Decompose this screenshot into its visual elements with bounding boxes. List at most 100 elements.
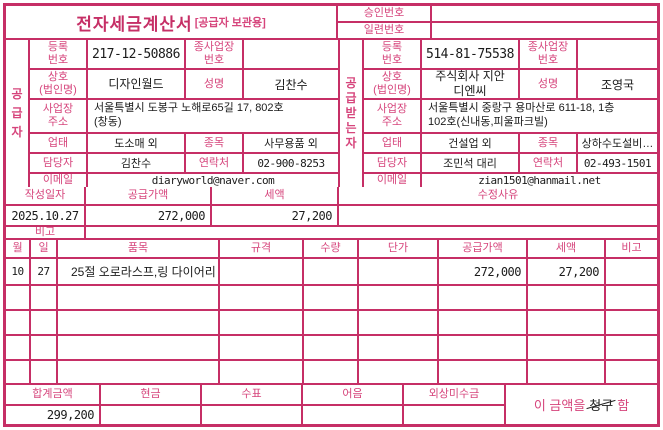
approval-number-label: 승인번호 [338,6,430,21]
buyer-manager-label: 담당자 [364,154,420,172]
item-row-qty [304,259,357,284]
item-row-day [31,336,56,359]
item-row-spec [220,311,302,334]
supplier-address-label: 사업장 주소 [30,100,86,132]
col-header-tax: 세액 [528,240,604,257]
col-header-note: 비고 [606,240,657,257]
supplier-company-value: 디자인월드 [88,70,184,98]
date-value: 2025.10.27 [6,206,84,225]
supplier-company-label: 상호 (법인명) [30,70,86,98]
promissory-note-value [303,406,402,424]
supplier-manager-value: 김찬수 [88,154,184,172]
item-row-unit-price [359,361,437,383]
invoice-frame: 전자세금계산서 [공급자 보관용] 승인번호 일련번호 공 급 자 등록 번호 … [3,3,660,427]
page-title: 전자세금계산서 [공급자 보관용] [6,6,336,38]
item-row-spec [220,361,302,383]
cash-label: 현금 [101,385,200,404]
buyer-ceo-label: 성명 [520,70,576,98]
item-row-supply [439,286,526,309]
supplier-phone-label: 연락처 [186,154,242,172]
remarks-label: 비고 [6,227,84,238]
supplier-biztype-value: 도소매 외 [88,134,184,152]
item-row-supply [439,361,526,383]
item-row-note [606,311,657,334]
claim-statement: 이 금액을 청구 함 [506,385,657,424]
supplier-email-label: 이메일 [30,174,86,187]
cash-value [101,406,200,424]
item-row-note [606,259,657,284]
buyer-phone-value: 02-493-1501 [578,154,657,172]
buyer-block: 공 급 받 는 자 등록 번호 514-81-75538 종사업장 번호 상호 … [340,40,657,187]
buyer-ceo-value: 조영국 [578,70,657,98]
supplier-bizitem-label: 종목 [186,134,242,152]
supply-amount-value: 272,000 [86,206,210,225]
buyer-biztype-label: 업태 [364,134,420,152]
buyer-phone-label: 연락처 [520,154,576,172]
promissory-note-label: 어음 [303,385,402,404]
buyer-regno-value: 514-81-75538 [422,40,518,68]
item-row-note [606,361,657,383]
item-row-name: 25절 오로라스프,링 다이어리 [58,259,218,284]
item-row-spec [220,259,302,284]
buyer-manager-value: 조민석 대리 [422,154,518,172]
item-row-name [58,336,218,359]
buyer-address-value: 서울특별시 중랑구 용마산로 611-18, 1층 102호(신내동,피울파크빌… [422,100,657,132]
approval-number-value [432,6,657,21]
buyer-email-label: 이메일 [364,174,420,187]
item-row-tax [528,286,604,309]
buyer-bizitem-value: 상하수도설비… [578,134,657,152]
col-header-unit-price: 단가 [359,240,437,257]
claim-prefix: 이 금액을 [533,398,586,413]
item-row-tax [528,311,604,334]
item-row-unit-price [359,336,437,359]
buyer-address-label: 사업장 주소 [364,100,420,132]
item-row-supply [439,311,526,334]
buyer-subbiz-label: 종사업장 번호 [520,40,576,68]
supplier-subbiz-value [244,40,338,68]
item-row-note [606,286,657,309]
buyer-regno-label: 등록 번호 [364,40,420,68]
supplier-regno-value: 217-12-50886 [88,40,184,68]
tax-amount-value: 27,200 [212,206,337,225]
col-header-month: 월 [6,240,29,257]
supplier-bizitem-value: 사무용품 외 [244,134,338,152]
col-header-supply: 공급가액 [439,240,526,257]
supplier-address-value: 서울특별시 도봉구 노해로65길 17, 802호 (창동) [88,100,338,132]
item-row-note [606,336,657,359]
serial-number-label: 일련번호 [338,23,430,38]
item-row-day [31,361,56,383]
supplier-subbiz-label: 종사업장 번호 [186,40,242,68]
col-header-spec: 규격 [220,240,302,257]
supplier-phone-value: 02-900-8253 [244,154,338,172]
check-value [202,406,301,424]
item-row-month: 10 [6,259,29,284]
header-section: 전자세금계산서 [공급자 보관용] 승인번호 일련번호 [6,6,657,38]
invoice-title: 전자세금계산서 [76,14,193,34]
supplier-ceo-value: 김찬수 [244,70,338,98]
item-row-unit-price [359,259,437,284]
invoice-title-suffix: [공급자 보관용] [194,17,266,29]
revision-reason-label: 수정사유 [339,187,657,204]
buyer-bizitem-label: 종목 [520,134,576,152]
tax-amount-label: 세액 [212,187,337,204]
buyer-biztype-value: 건설업 외 [422,134,518,152]
summary-section: 작성일자 공급가액 세액 수정사유 2025.10.27 272,000 27,… [6,187,657,238]
parties-section: 공 급 자 등록 번호 217-12-50886 종사업장 번호 상호 (법인명… [6,40,657,187]
item-row-tax: 27,200 [528,259,604,284]
buyer-subbiz-value [578,40,657,68]
supplier-side-label: 공 급 자 [6,40,28,187]
grand-total-value: 299,200 [6,406,99,424]
buyer-side-label: 공 급 받 는 자 [340,40,362,187]
supplier-regno-label: 등록 번호 [30,40,86,68]
credit-receivable-value [404,406,504,424]
remarks-value [86,227,657,238]
item-row-day: 27 [31,259,56,284]
item-row-tax [528,361,604,383]
item-row-spec [220,286,302,309]
col-header-item: 품목 [58,240,218,257]
supplier-email-value: diaryworld@naver.com [88,174,338,187]
revision-reason-value [339,206,657,225]
item-row-name [58,311,218,334]
buyer-company-label: 상호 (법인명) [364,70,420,98]
